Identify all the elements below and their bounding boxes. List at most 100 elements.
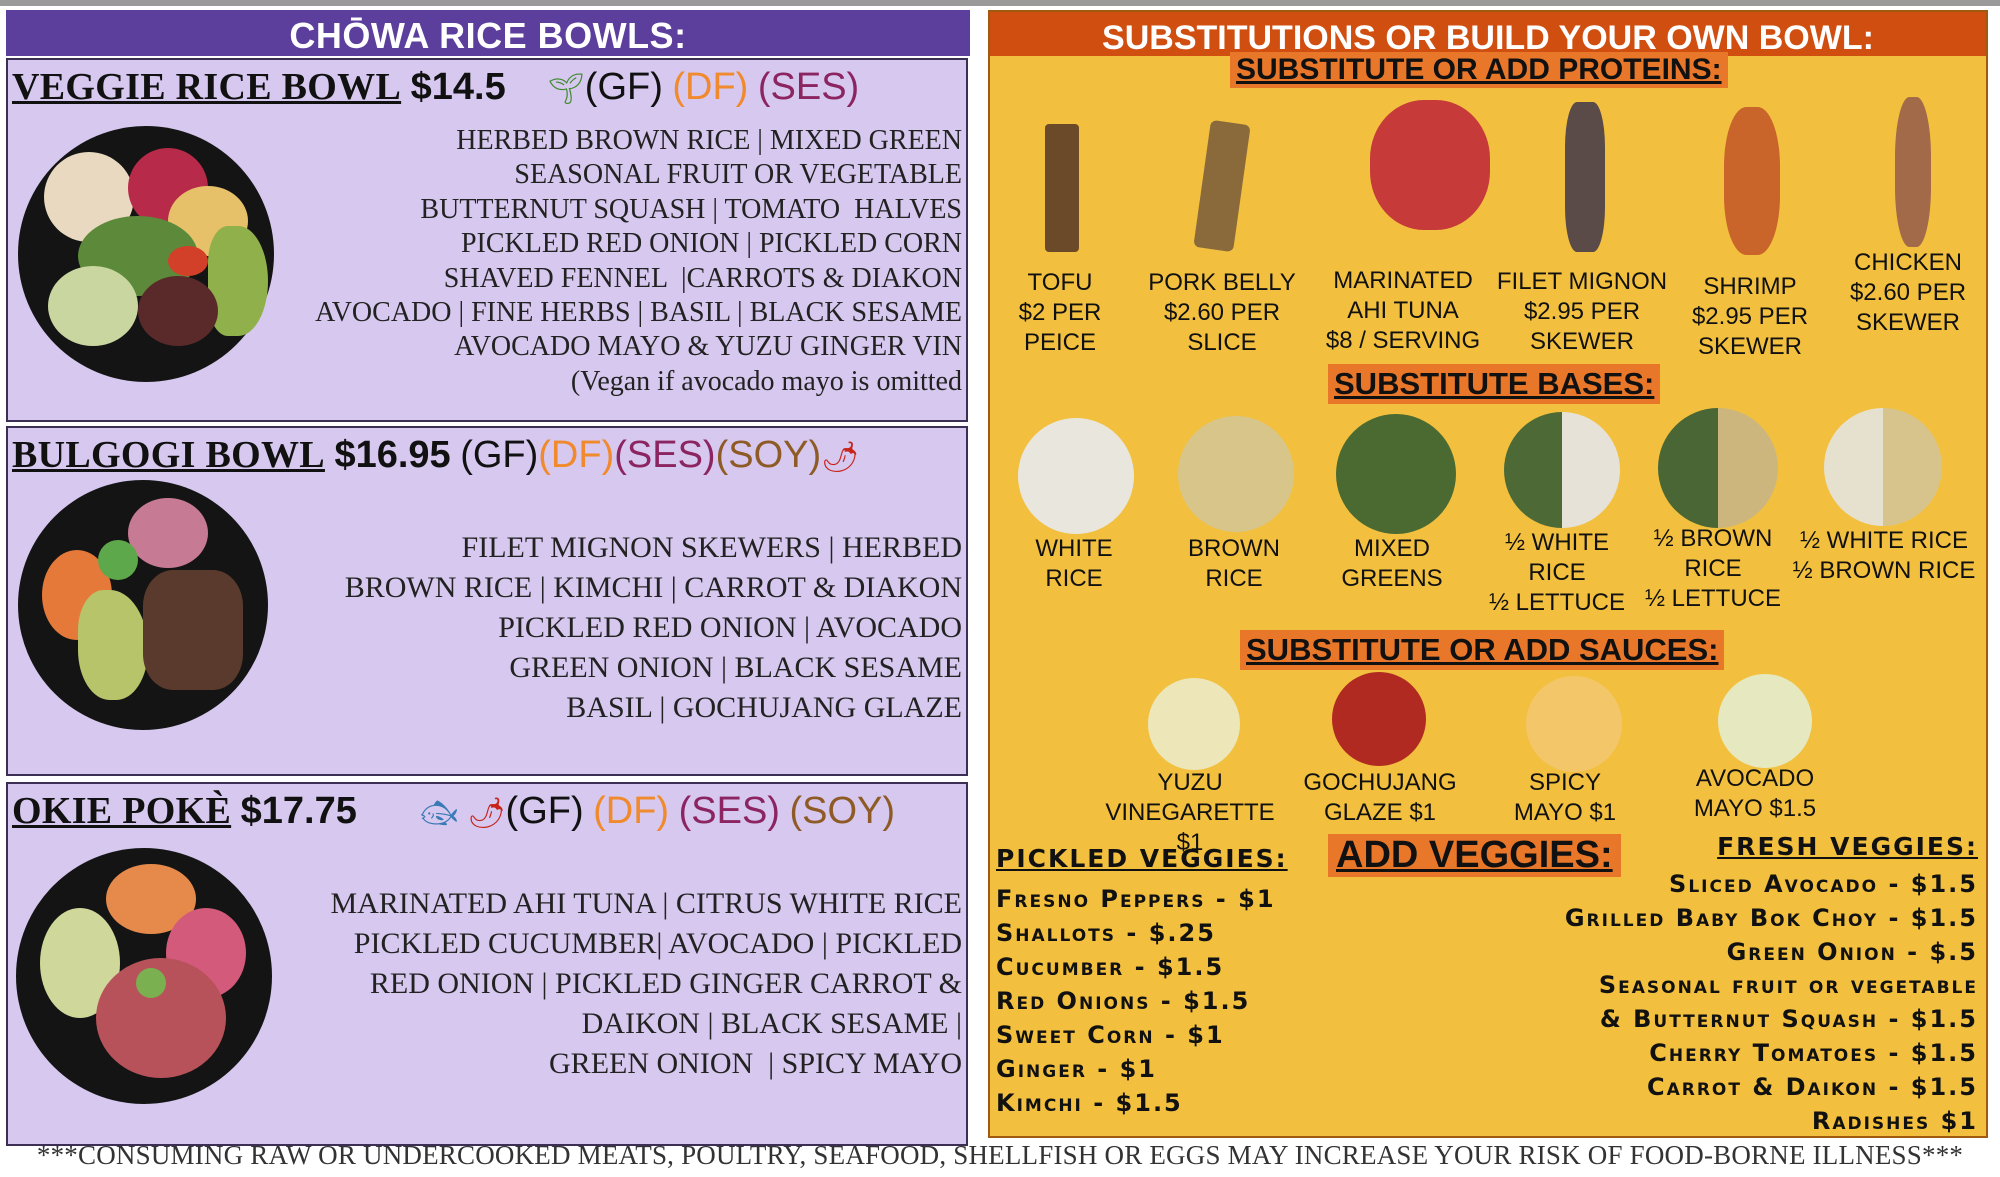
base-name-line1: WHITE (1035, 535, 1113, 562)
dairy-free-tag: (DF) (538, 434, 615, 476)
bowl-ingredients: MARINATED AHI TUNA | CITRUS WHITE RICE P… (330, 887, 962, 1080)
base-name-line1: ½ BROWN (1653, 525, 1773, 552)
base-name-line2: RICE (1684, 555, 1742, 582)
sauce-name: GOCHUJANG (1303, 769, 1457, 796)
gluten-free-tag: (GF) (505, 790, 584, 832)
sauce-price: VINEGARETTE $1 (1105, 799, 1275, 856)
list-item: Red Onions - $1.5 (996, 987, 1251, 1015)
brown-rice-image (1178, 416, 1294, 532)
protein-price: AHI TUNA (1347, 297, 1459, 324)
list-item: & Butternut Squash - $1.5 (1599, 1005, 1978, 1034)
chili-pepper-icon: 🌶︎ (821, 440, 860, 475)
bowl-name: BULGOGI BOWL (12, 434, 325, 476)
bowl-ingredients: HERBED BROWN RICE | MIXED GREEN SEASONAL… (315, 125, 962, 397)
sauce-price: MAYO $1 (1513, 799, 1617, 826)
sauce-price: MAYO $1.5 (1693, 795, 1817, 822)
sauce-item-yuzu: YUZU VINEGARETTE $1 (1090, 768, 1290, 858)
base-name-line2: GREENS (1341, 565, 1443, 592)
protein-price: $2.60 PER (1849, 279, 1967, 306)
food-safety-disclaimer: ***CONSUMING RAW OR UNDERCOOKED MEATS, P… (36, 1140, 1964, 1170)
fresh-veggies-title: FRESH VEGGIES: (1717, 832, 1978, 861)
filet-mignon-image (1565, 102, 1605, 252)
list-item: Kimchi - $1.5 (996, 1089, 1183, 1117)
rice-bowls-header: CHŌWA RICE BOWLS: (6, 10, 970, 56)
yuzu-vinegarette-image (1148, 678, 1240, 770)
protein-name: MARINATED (1333, 267, 1473, 294)
bowl-name: VEGGIE RICE BOWL (12, 66, 402, 108)
bowl-title-line: VEGGIE RICE BOWL $14.5 🌱︎(GF) (DF) (SES) (12, 64, 859, 113)
sauce-name: AVOCADO (1695, 765, 1815, 792)
dairy-free-tag: (DF) (593, 790, 670, 832)
base-item-half-white-half-brown: ½ WHITE RICE ½ BROWN RICE (1788, 526, 1980, 586)
list-item: Cucumber - $1.5 (996, 953, 1225, 981)
okie-poke-photo (16, 848, 272, 1104)
base-name-line1: BROWN (1188, 535, 1280, 562)
base-name-line1: ½ WHITE RICE (1799, 527, 1968, 554)
sauce-item-gochujang: GOCHUJANG GLAZE $1 (1290, 768, 1470, 828)
gluten-free-tag: (GF) (460, 434, 539, 476)
sesame-tag: (SES) (678, 790, 780, 832)
protein-name: TOFU (1027, 269, 1093, 296)
fish-icon: 🐟︎ (419, 796, 458, 831)
pickled-veggies-title: PICKLED VEGGIES: (996, 844, 1288, 873)
list-item: Ginger - $1 (996, 1055, 1157, 1083)
list-item: Fresno Peppers - $1 (996, 885, 1276, 913)
protein-unit: SLICE (1187, 329, 1257, 356)
mixed-greens-image (1336, 414, 1456, 534)
protein-unit: SKEWER (1697, 333, 1802, 360)
protein-name: FILET MIGNON (1496, 268, 1668, 295)
protein-item-tofu: TOFU $2 PER PEICE (1000, 268, 1120, 358)
top-rule (0, 0, 2000, 6)
base-item-mixed-greens: MIXED GREENS (1332, 534, 1452, 594)
sauce-name: YUZU (1157, 769, 1223, 796)
soy-tag: (SOY) (715, 434, 822, 476)
list-item: Radishes $1 (1811, 1106, 1978, 1135)
base-item-white-rice: WHITE RICE (1014, 534, 1134, 594)
list-item: Sliced Avocado - $1.5 (1669, 870, 1978, 898)
protein-name: PORK BELLY (1148, 269, 1296, 296)
base-item-half-brown-rice-lettuce: ½ BROWN RICE ½ LETTUCE (1638, 524, 1788, 614)
base-name-line1: ½ WHITE (1504, 529, 1609, 556)
protein-item-filet-mignon: FILET MIGNON $2.95 PER SKEWER (1492, 267, 1672, 357)
sauce-item-avocado-mayo: AVOCADO MAYO $1.5 (1680, 764, 1830, 824)
bowl-price: $16.95 (334, 434, 451, 476)
leaf-icon: 🌱︎ (546, 72, 585, 107)
substitutions-header: SUBSTITUTIONS OR BUILD YOUR OWN BOWL: (990, 12, 1986, 57)
bowl-title-line: OKIE POKÈ $17.75 🐟︎ 🌶︎(GF) (DF) (SES) (S… (12, 788, 895, 837)
avocado-mayo-image (1718, 674, 1812, 768)
pickled-veggies-list: Fresno Peppers - $1 Shallots - $.25 Cucu… (996, 882, 1276, 1120)
soy-tag: (SOY) (789, 790, 896, 832)
sesame-tag: (SES) (614, 434, 716, 476)
base-name-line2: RICE (1045, 565, 1103, 592)
fresh-veggies-list: Sliced Avocado - $1.5 Grilled Baby Bok C… (1565, 868, 1978, 1138)
sesame-tag: (SES) (757, 66, 860, 108)
base-name-line2: RICE (1205, 565, 1263, 592)
list-item: Carrot & Daikon - $1.5 (1646, 1072, 1978, 1101)
protein-price: $2.95 PER (1523, 298, 1641, 325)
base-name-line1: MIXED (1353, 535, 1430, 562)
list-item: Cherry Tomatoes - $1.5 (1649, 1038, 1978, 1067)
gochujang-glaze-image (1332, 672, 1426, 766)
base-name-line3: ½ LETTUCE (1488, 589, 1626, 616)
sauce-name: SPICY (1528, 769, 1602, 796)
base-name-line3: ½ LETTUCE (1644, 585, 1782, 612)
add-veggies-heading: ADD VEGGIES: (1328, 834, 1621, 877)
protein-unit: SKEWER (1855, 309, 1960, 336)
rice-bowls-panel: CHŌWA RICE BOWLS: VEGGIE RICE BOWL $14.5… (6, 10, 970, 1146)
half-white-half-brown-rice-image (1824, 408, 1942, 526)
ahi-tuna-image (1370, 100, 1490, 230)
shrimp-image (1724, 107, 1780, 255)
protein-unit: SKEWER (1529, 328, 1634, 355)
half-white-rice-lettuce-image (1504, 412, 1620, 528)
white-rice-image (1018, 418, 1134, 534)
protein-price: $2.95 PER (1691, 303, 1809, 330)
bowl-ingredients: FILET MIGNON SKEWERS | HERBED BROWN RICE… (344, 531, 962, 724)
tofu-image (1045, 124, 1079, 252)
bowl-name: OKIE POKÈ (12, 790, 232, 832)
dairy-free-tag: (DF) (672, 66, 749, 108)
list-item: Seasonal fruit or vegetable (1598, 971, 1978, 1000)
sauce-price: GLAZE $1 (1323, 799, 1437, 826)
spicy-mayo-image (1526, 676, 1622, 772)
gluten-free-tag: (GF) (584, 66, 663, 108)
protein-item-ahi-tuna: MARINATED AHI TUNA $8 / SERVING (1318, 266, 1488, 356)
